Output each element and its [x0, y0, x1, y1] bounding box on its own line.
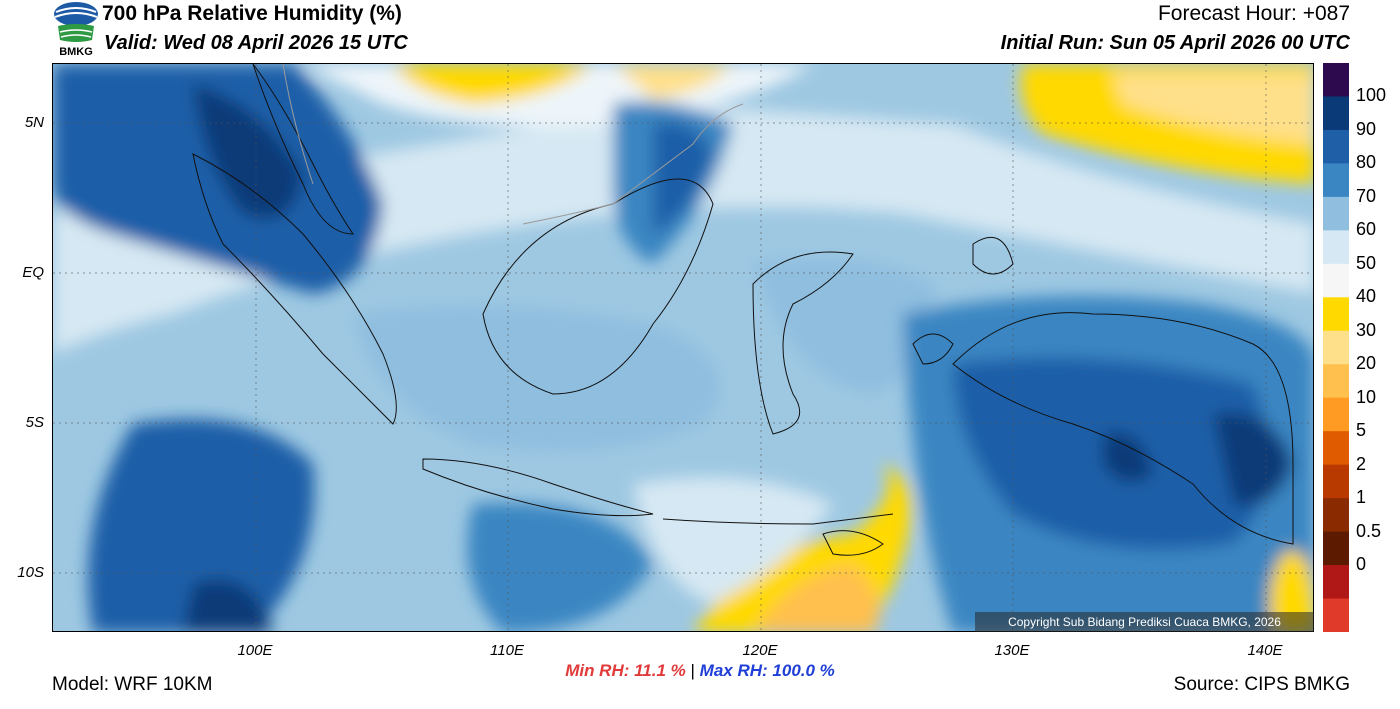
colorbar-segment [1323, 263, 1349, 298]
colorbar-label: 30 [1356, 319, 1377, 340]
colorbar-label: 2 [1356, 453, 1367, 474]
colorbar-label: 50 [1356, 252, 1377, 273]
humidity-map [52, 63, 1314, 632]
colorbar-segment [1323, 129, 1349, 164]
borders [282, 64, 744, 225]
lat-label-eq: EQ [22, 264, 44, 281]
lon-label-140e: 140E [1247, 642, 1283, 659]
lon-label-130e: 130E [994, 642, 1030, 659]
colorbar-segment [1323, 598, 1349, 632]
lat-label-5s: 5S [25, 414, 44, 431]
colorbar-label: 100 [1356, 85, 1387, 106]
colorbar-segment [1323, 230, 1349, 265]
colorbar-label: 80 [1356, 152, 1377, 173]
colorbar-label: 20 [1356, 353, 1377, 374]
colorbar-label: 90 [1356, 118, 1377, 139]
colorbar-label: 10 [1356, 386, 1377, 407]
colorbar-segment [1323, 96, 1349, 131]
colorbar-label: 0 [1356, 554, 1367, 575]
colorbar-segment [1323, 565, 1349, 600]
forecast-hour: Forecast Hour: +087 [1157, 2, 1350, 25]
colorbar-segment [1323, 498, 1349, 533]
lon-label-100e: 100E [237, 642, 273, 659]
lon-label-110e: 110E [490, 642, 524, 659]
colorbar-segment [1323, 63, 1349, 97]
map-gridlines [53, 64, 1313, 631]
min-rh: Min RH: 11.1 % [565, 661, 686, 680]
colorbar-segment [1323, 297, 1349, 332]
rh-stats: Min RH: 11.1 % | Max RH: 100.0 % [0, 661, 1400, 681]
coastlines [192, 64, 1294, 556]
colorbar-label: 70 [1356, 185, 1377, 206]
colorbar-segment [1323, 431, 1349, 466]
chart-title: 700 hPa Relative Humidity (%) [102, 2, 402, 25]
lon-label-120e: 120E [742, 642, 778, 659]
colorbar-segment [1323, 397, 1349, 432]
initial-run: Initial Run: Sun 05 April 2026 00 UTC [1000, 32, 1350, 54]
colorbar-label: 0.5 [1356, 520, 1382, 541]
colorbar-segment [1323, 464, 1349, 499]
colorbar-label: 60 [1356, 219, 1377, 240]
colorbar-segment [1323, 330, 1349, 365]
colorbar-segment [1323, 196, 1349, 231]
colorbar-label: 1 [1356, 487, 1367, 508]
lat-label-5n: 5N [24, 114, 44, 131]
map-svg [53, 64, 1313, 631]
max-rh: Max RH: 100.0 % [699, 661, 835, 680]
logo-text: BMKG [59, 46, 93, 58]
source-label: Source: CIPS BMKG [1173, 674, 1350, 695]
lat-label-10s: 10S [17, 564, 44, 581]
copyright-notice: Copyright Sub Bidang Prediksi Cuaca BMKG… [975, 612, 1314, 632]
colorbar-label: 40 [1356, 286, 1377, 307]
stats-separator: | [690, 661, 695, 680]
colorbar-segment [1323, 364, 1349, 399]
colorbar [1323, 63, 1349, 632]
colorbar-segment [1323, 531, 1349, 566]
colorbar-label: 5 [1356, 420, 1367, 441]
colorbar-segment [1323, 163, 1349, 198]
model-label: Model: WRF 10KM [52, 674, 213, 695]
valid-time: Valid: Wed 08 April 2026 15 UTC [104, 32, 408, 54]
bmkg-logo [52, 0, 100, 60]
